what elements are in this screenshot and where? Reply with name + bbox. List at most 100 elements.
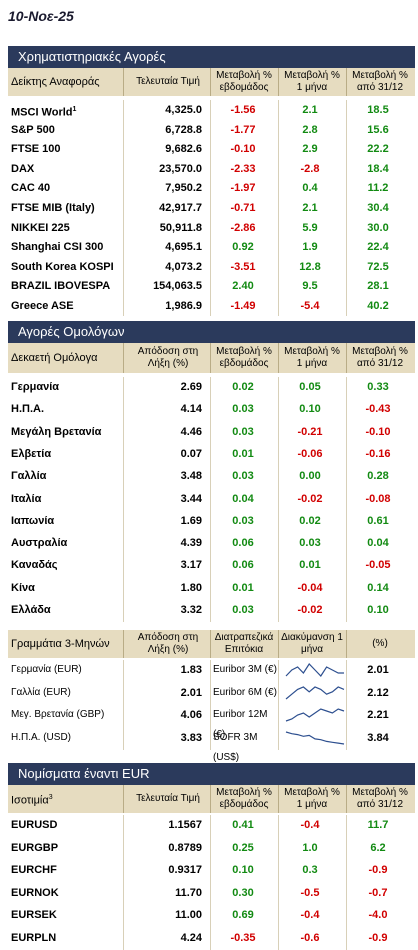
fx-row-ytd-change: -0.9 xyxy=(368,864,388,876)
fx-row-last: 1.1567 xyxy=(168,819,202,831)
stock-index-row-name: South Korea KOSPI xyxy=(11,260,114,273)
sparkline-chart xyxy=(285,708,345,722)
stock-index-row-monthly-change: 0.4 xyxy=(302,182,318,195)
bond-row: Καναδάς 3.17 0.06 0.01 -0.05 xyxy=(8,555,415,575)
header-label-4: Μεταβολή % από 31/12 xyxy=(352,70,408,93)
header-separator-0 xyxy=(123,68,124,96)
header-separator-2 xyxy=(278,630,279,658)
fx-row-monthly-change: -0.4 xyxy=(300,909,320,921)
stock-index-row-ytd-change: 18.4 xyxy=(367,162,389,175)
stock-index-row-ytd-change: 18.5 xyxy=(367,104,389,116)
stock-index-row-name: CAC 40 xyxy=(11,182,51,195)
bond-row-ytd-change: 0.04 xyxy=(367,537,389,550)
bill-row-last: 1.83 xyxy=(180,664,202,676)
header-cell-3: Μεταβολή % 1 μήνα xyxy=(280,70,344,94)
interbank-rate-value: 2.12 xyxy=(367,686,389,699)
stock-index-row-weekly-change: -1.77 xyxy=(230,123,256,136)
bond-row: Η.Π.Α. 4.14 0.03 0.10 -0.43 xyxy=(8,399,415,419)
sparkline-chart xyxy=(285,685,345,699)
fx-row-ytd-change: 6.2 xyxy=(370,841,386,854)
stock-index-row-name: BRAZIL IBOVESPA xyxy=(11,280,111,293)
bond-row-name: Αυστραλία xyxy=(11,537,68,550)
header-label-3: Μεταβολή % 1 μήνα xyxy=(284,787,340,810)
footnote-marker: 1 xyxy=(72,106,77,113)
header-separator-1 xyxy=(210,785,211,813)
stock-index-row-name: FTSE 100 xyxy=(11,143,61,156)
bond-row-monthly-change: -0.02 xyxy=(297,492,323,505)
interbank-rate-name: Euribor 12M (€) xyxy=(213,709,268,740)
bond-row: Ελλάδα 3.32 0.03 -0.02 0.10 xyxy=(8,600,415,620)
bond-row-weekly-change: 0.03 xyxy=(232,425,254,438)
bill-row-last: 3.83 xyxy=(180,731,202,744)
fx-row-monthly-change: -0.6 xyxy=(300,931,320,944)
bond-row-last: 4.39 xyxy=(180,537,202,550)
bill-row: Γαλλία (EUR) 2.01 Euribor 6M (€) 2.12 xyxy=(8,683,415,703)
header-cell-1: Απόδοση στη Λήξη (%) xyxy=(126,346,210,370)
stock-index-row-name: DAX xyxy=(11,162,35,175)
stock-index-row-ytd-change: 30.0 xyxy=(367,221,389,234)
stock-index-row-weekly-change: -0.10 xyxy=(230,143,256,156)
bond-row-monthly-change: 0.02 xyxy=(299,514,321,527)
fx-row-last: 11.70 xyxy=(175,886,202,899)
column-separator xyxy=(210,377,211,623)
stock-index-row: FTSE 100 9,682.6 -0.10 2.9 22.2 xyxy=(8,139,415,159)
bond-row: Κίνα 1.80 0.01 -0.04 0.14 xyxy=(8,578,415,598)
stock-index-row-weekly-change: 0.92 xyxy=(232,241,254,254)
fx-row-name: EURSEK xyxy=(11,909,57,921)
fx-row-last: 0.9317 xyxy=(168,864,202,876)
column-separator xyxy=(278,377,279,623)
header-cell-0: Γραμμάτια 3-Μηνών xyxy=(11,638,121,650)
header-cell-1: Τελευταία Τιμή xyxy=(126,793,210,805)
header-cell-4: (%) xyxy=(348,638,412,650)
bond-row-ytd-change: -0.10 xyxy=(365,425,391,438)
fx-row-ytd-change: 11.7 xyxy=(367,819,389,831)
stock-index-row-name: S&P 500 xyxy=(11,123,55,136)
header-cell-2: Μεταβολή % εβδομάδος xyxy=(212,346,276,370)
header-label-3: Μεταβολή % 1 μήνα xyxy=(284,346,340,369)
header-separator-2 xyxy=(278,785,279,813)
stock-index-row-weekly-change: -0.71 xyxy=(230,202,256,214)
stock-index-row-last: 7,950.2 xyxy=(165,182,202,195)
column-separator xyxy=(123,815,124,950)
stock-index-row-weekly-change: -2.86 xyxy=(230,221,256,234)
stock-index-row-name: MSCI World1 xyxy=(11,106,77,119)
fx-row-monthly-change: -0.5 xyxy=(300,886,320,899)
bond-row: Γαλλία 3.48 0.03 0.00 0.28 xyxy=(8,466,415,486)
header-label-0: Ισοτιμία xyxy=(11,794,49,807)
stock-index-row-last: 4,695.1 xyxy=(165,241,202,254)
stock-index-row-monthly-change: -5.4 xyxy=(300,300,320,312)
stock-index-row-last: 154,063.5 xyxy=(153,280,202,293)
bond-row-ytd-change: -0.16 xyxy=(365,447,391,460)
stock-index-row-last: 4,325.0 xyxy=(165,104,202,116)
bond-row-monthly-change: -0.04 xyxy=(297,581,323,594)
bond-row-name: Κίνα xyxy=(11,581,35,594)
header-cell-3: Διακύμανση 1 μήνα xyxy=(280,632,344,656)
bond-row-name: Η.Π.Α. xyxy=(11,403,44,416)
stock-index-row-monthly-change: 2.9 xyxy=(302,143,318,156)
header-cell-4: Μεταβολή % από 31/12 xyxy=(348,70,412,94)
fx-row-ytd-change: -0.7 xyxy=(368,886,388,899)
header-separator-3 xyxy=(346,343,347,373)
header-label-2: Μεταβολή % εβδομάδος xyxy=(216,346,272,369)
stock-index-row-weekly-change: -2.33 xyxy=(230,162,256,175)
bonds-header: Δεκαετή Ομόλογα Απόδοση στη Λήξη (%) Μεταβ… xyxy=(8,343,415,373)
fx-row-name: EURCHF xyxy=(11,864,57,876)
bill-row: Η.Π.Α. (USD) 3.83 SOFR 3M (US$) 3.84 xyxy=(8,728,415,763)
header-separator-3 xyxy=(346,785,347,813)
bond-row: Αυστραλία 4.39 0.06 0.03 0.04 xyxy=(8,533,415,553)
stock-index-row-monthly-change: 1.9 xyxy=(302,241,318,254)
header-label-4: Μεταβολή % από 31/12 xyxy=(352,787,408,810)
header-label-0: Δεκαετή Ομόλογα xyxy=(11,352,98,364)
fx-row-weekly-change: 0.10 xyxy=(232,864,254,876)
column-separator xyxy=(210,660,211,750)
stock-index-row: South Korea KOSPI 4,073.2 -3.51 12.8 72.5 xyxy=(8,257,415,277)
header-cell-1: Τελευταία Τιμή xyxy=(126,76,210,88)
bond-row-monthly-change: 0.10 xyxy=(299,403,321,416)
bond-row-weekly-change: 0.03 xyxy=(232,604,254,616)
bond-row-ytd-change: 0.14 xyxy=(367,581,389,594)
bond-row: Ιταλία 3.44 0.04 -0.02 -0.08 xyxy=(8,489,415,509)
stock-index-row-last: 23,570.0 xyxy=(159,162,202,175)
fx-row-weekly-change: 0.41 xyxy=(232,819,254,831)
interbank-rate-name: SOFR 3M (US$) xyxy=(213,731,258,763)
stock-index-row-name: NIKKEI 225 xyxy=(11,221,70,234)
